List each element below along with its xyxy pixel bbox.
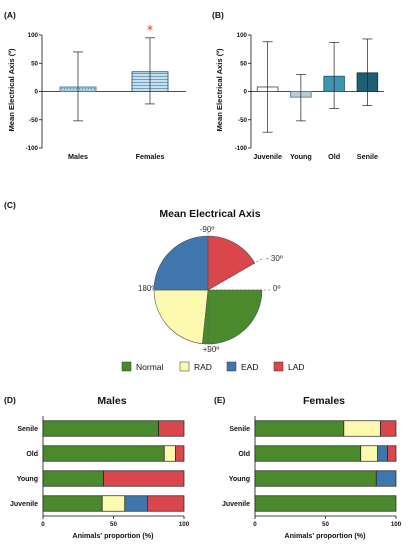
axis-dash-minus30 xyxy=(207,257,264,291)
segment-lad-senile xyxy=(158,420,185,437)
panel-c-title: Mean Electrical Axis xyxy=(159,208,260,220)
segment-normal-young xyxy=(254,470,377,487)
panel-d-letter: (D) xyxy=(4,395,16,405)
category-label: Young xyxy=(229,476,250,483)
legend-label-rad: RAD xyxy=(194,362,212,372)
angle-label-plus90: +90º xyxy=(203,345,220,354)
category-label: Juvenile xyxy=(10,501,38,508)
pie-slice-lad xyxy=(207,235,256,291)
y-tick-label: -100 xyxy=(26,145,39,152)
segment-normal-old xyxy=(254,445,362,462)
segment-normal-juvenile xyxy=(42,495,103,512)
y-tick-label: -100 xyxy=(235,145,248,152)
segment-ead-young xyxy=(375,470,397,487)
legend-swatch-rad xyxy=(179,361,190,372)
panel-b-plot: 100 50 0 -50 -100 Juvenile Young Old Senile xyxy=(235,32,384,161)
angle-label-0: 0º xyxy=(273,284,280,293)
segment-ead-juvenile xyxy=(124,495,148,512)
segment-lad-old xyxy=(387,445,397,462)
segment-normal-senile xyxy=(254,420,345,437)
pie-legend: Normal RAD EAD LAD xyxy=(121,361,305,372)
panel-c: (C) Mean Electrical Axis -90º - 30º 0º +… xyxy=(4,200,305,372)
panel-a-letter: (A) xyxy=(4,10,16,20)
x-tick-label: 100 xyxy=(391,521,402,528)
y-tick-label: 100 xyxy=(237,32,248,39)
segment-rad-old xyxy=(360,445,379,462)
panel-a-plot: 100 50 0 -50 -100 Males Females * xyxy=(26,23,186,161)
x-tick-label: 0 xyxy=(41,521,45,528)
category-label: Young xyxy=(17,476,38,483)
x-tick-label: 50 xyxy=(322,521,329,528)
category-label: Juvenile xyxy=(222,501,250,508)
legend-swatch-normal xyxy=(121,361,132,372)
y-tick-label: -50 xyxy=(29,117,39,124)
y-tick-label: 0 xyxy=(35,89,39,96)
angle-label-minus30: - 30º xyxy=(266,254,283,263)
segment-rad-old xyxy=(163,445,176,462)
y-tick-label: 100 xyxy=(28,32,39,39)
significance-star: * xyxy=(147,23,153,37)
panel-b: (B) Mean Electrical Axis (º) 100 50 0 -50 -1… xyxy=(212,10,384,161)
panel-e-title: Females xyxy=(303,395,345,407)
panel-d-plot: 0 50 100 Senile Old Young Juvenile xyxy=(10,416,190,528)
x-tick-label: 0 xyxy=(253,521,257,528)
panel-a: (A) Mean Electrical Axis (º) 100 50 0 -50 -1… xyxy=(4,10,186,161)
segment-lad-juvenile xyxy=(146,495,185,512)
segment-normal-senile xyxy=(42,420,159,437)
segment-ead-old xyxy=(377,445,388,462)
pie-slice-rad xyxy=(153,289,209,345)
category-label: Senile xyxy=(229,426,250,433)
segment-normal-young xyxy=(42,470,104,487)
legend-label-lad: LAD xyxy=(288,362,305,372)
y-tick-label: 0 xyxy=(244,89,248,96)
y-tick-label: 50 xyxy=(31,60,38,67)
x-tick-label: 50 xyxy=(110,521,117,528)
category-label: Females xyxy=(136,152,165,161)
legend-label-ead: EAD xyxy=(241,362,258,372)
panel-e-letter: (E) xyxy=(214,395,226,405)
y-tick-label: -50 xyxy=(238,117,248,124)
segment-lad-senile xyxy=(380,420,397,437)
segment-lad-young xyxy=(103,470,185,487)
angle-label-minus90: -90º xyxy=(200,225,215,234)
category-label: Old xyxy=(238,451,250,458)
pie-slice-normal xyxy=(202,289,263,345)
angle-label-180: 180º xyxy=(138,284,154,293)
pie-slice-ead xyxy=(153,235,209,291)
panel-d: (D) Males Animals' proportion (%) 0 50 100… xyxy=(4,395,190,540)
category-label: Old xyxy=(328,152,340,161)
panel-e-xlabel: Animals' proportion (%) xyxy=(284,531,366,540)
category-label: Juvenile xyxy=(253,152,282,161)
panel-b-letter: (B) xyxy=(212,10,224,20)
category-label: Senile xyxy=(357,152,378,161)
segment-lad-old xyxy=(175,445,185,462)
category-label: Young xyxy=(290,152,312,161)
legend-swatch-ead xyxy=(226,361,237,372)
segment-rad-juvenile xyxy=(101,495,126,512)
panel-a-ylabel: Mean Electrical Axis (º) xyxy=(7,48,16,132)
panel-c-pie xyxy=(144,228,272,352)
segment-rad-senile xyxy=(343,420,381,437)
x-tick-label: 100 xyxy=(179,521,190,528)
legend-swatch-lad xyxy=(273,361,284,372)
panel-e-plot: 0 50 100 Senile Old Young Juvenile xyxy=(222,416,402,528)
segment-normal-old xyxy=(42,445,165,462)
y-tick-label: 50 xyxy=(240,60,247,67)
panel-d-title: Males xyxy=(97,395,126,407)
category-label: Old xyxy=(26,451,38,458)
panel-e: (E) Females Animals' proportion (%) 0 50 1… xyxy=(214,395,402,540)
segment-normal-juvenile xyxy=(254,495,397,512)
category-label: Males xyxy=(68,152,88,161)
legend-label-normal: Normal xyxy=(136,362,164,372)
panel-c-letter: (C) xyxy=(4,200,16,210)
panel-b-ylabel: Mean Electrical Axis (º) xyxy=(215,48,224,132)
panel-d-xlabel: Animals' proportion (%) xyxy=(72,531,154,540)
category-label: Senile xyxy=(17,426,38,433)
